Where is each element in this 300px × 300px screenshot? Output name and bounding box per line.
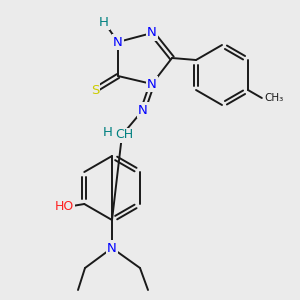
Text: N: N — [147, 26, 157, 40]
Text: CH: CH — [115, 128, 133, 142]
Text: CH₃: CH₃ — [265, 93, 284, 103]
Text: N: N — [138, 103, 148, 116]
Text: H: H — [99, 16, 109, 28]
Text: H: H — [103, 125, 113, 139]
Text: N: N — [113, 35, 123, 49]
Text: S: S — [91, 83, 99, 97]
Text: N: N — [107, 242, 117, 254]
Text: N: N — [147, 77, 157, 91]
Text: HO: HO — [55, 200, 74, 212]
